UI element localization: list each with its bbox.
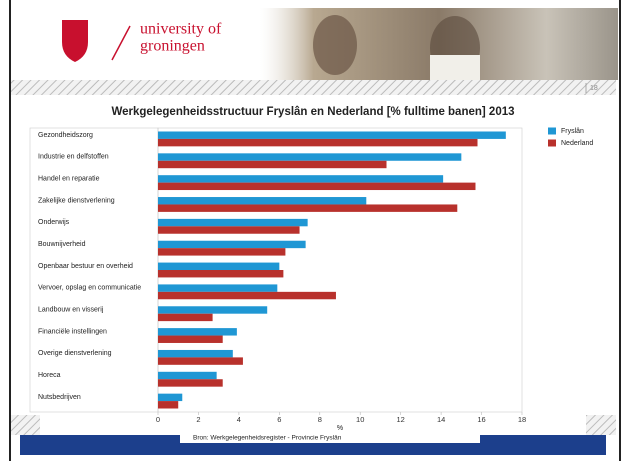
source-box xyxy=(180,433,480,443)
bar xyxy=(158,313,213,322)
bar xyxy=(158,248,286,256)
bar xyxy=(158,262,280,270)
bar xyxy=(158,284,278,292)
bar xyxy=(158,240,306,249)
bar xyxy=(158,328,237,336)
hatch-corner xyxy=(10,415,40,435)
bar xyxy=(158,218,308,227)
x-axis-label: % xyxy=(337,425,343,432)
legend-swatch xyxy=(548,127,556,135)
category-label: Vervoer, opslag en communicatie xyxy=(38,285,141,292)
bar xyxy=(158,401,179,409)
bar xyxy=(158,204,458,212)
bar xyxy=(158,349,233,358)
bar xyxy=(158,306,268,314)
x-tick-label: 14 xyxy=(437,415,445,424)
category-label: Gezondheidszorg xyxy=(38,132,93,139)
category-label: Onderwijs xyxy=(38,219,70,226)
x-tick-label: 18 xyxy=(518,415,526,424)
bar xyxy=(158,153,462,161)
photo-figure xyxy=(313,15,357,75)
bar xyxy=(158,131,506,139)
x-tick-label: 0 xyxy=(156,415,160,424)
bar xyxy=(158,226,300,234)
category-label: Landbouw en visserij xyxy=(38,307,104,314)
x-tick-label: 8 xyxy=(318,415,322,424)
x-tick-label: 12 xyxy=(396,415,404,424)
x-tick-label: 16 xyxy=(477,415,485,424)
logo-slash xyxy=(111,25,131,61)
hatch-band xyxy=(10,80,616,95)
hatch-corner xyxy=(586,415,616,435)
bar xyxy=(158,371,217,380)
logo-shield xyxy=(62,20,88,62)
bar xyxy=(158,197,367,205)
category-label: Industrie en delfstoffen xyxy=(38,154,109,161)
bar xyxy=(158,335,223,343)
x-tick-label: 2 xyxy=(196,415,200,424)
category-label: Overige dienstverlening xyxy=(38,350,112,357)
bar xyxy=(158,182,476,191)
x-tick-label: 10 xyxy=(356,415,364,424)
category-label: Nutsbedrijven xyxy=(38,394,81,401)
bar xyxy=(158,393,183,402)
logo-text: groningen xyxy=(140,38,205,55)
x-tick-label: 6 xyxy=(277,415,281,424)
category-label: Horeca xyxy=(38,372,61,379)
bar xyxy=(158,160,387,169)
page-number: 18 xyxy=(590,85,598,92)
bar xyxy=(158,357,243,365)
source: Bron: Werkgelegenheidsregister - Provinc… xyxy=(193,435,342,442)
legend-label: Fryslân xyxy=(561,128,584,135)
category-label: Openbaar bestuur en overheid xyxy=(38,263,133,270)
legend-label: Nederland xyxy=(561,140,593,147)
chart-title: Werkgelegenheidsstructuur Fryslân en Ned… xyxy=(111,106,514,118)
logo-text: university of xyxy=(140,21,222,38)
category-label: Handel en reparatie xyxy=(38,175,100,182)
photo-figure xyxy=(430,55,480,80)
bar xyxy=(158,175,444,183)
category-label: Financiële instellingen xyxy=(38,328,107,335)
bar xyxy=(158,138,478,147)
bar xyxy=(158,379,223,387)
bar xyxy=(158,270,284,278)
x-tick-label: 4 xyxy=(237,415,241,424)
category-label: Zakelijke dienstverlening xyxy=(38,197,115,204)
bar xyxy=(158,291,336,300)
legend-swatch xyxy=(548,139,556,147)
category-label: Bouwnijverheid xyxy=(38,241,86,248)
